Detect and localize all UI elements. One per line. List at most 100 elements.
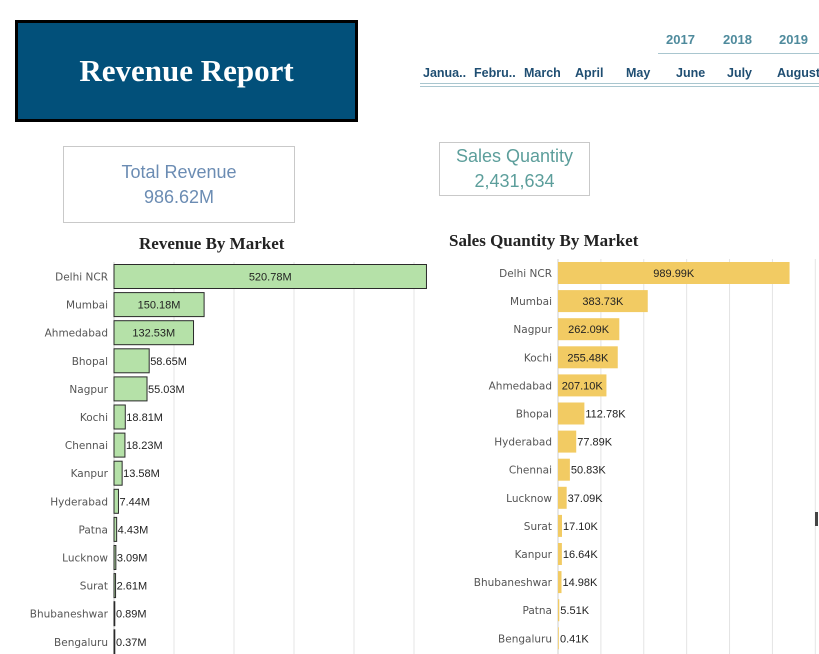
bar-lucknow (113, 545, 117, 570)
value-label-ahmedabad: 132.53M (132, 328, 175, 340)
bar-chennai (113, 432, 126, 458)
date-filter[interactable]: 2017 2018 2019 Janua.. Febru.. March Apr… (420, 28, 819, 90)
report-title: Revenue Report (79, 53, 294, 88)
sales-quantity-label: Sales Quantity (455, 146, 574, 166)
month-february[interactable]: Febru.. (474, 66, 516, 80)
scroll-edge-marker (815, 512, 818, 526)
category-label-bhubaneshwar: Bhubaneshwar (30, 609, 109, 621)
bar-bengaluru (113, 629, 116, 654)
year-2018[interactable]: 2018 (723, 32, 752, 47)
year-filter-row: 2017 2018 2019 (420, 32, 819, 52)
category-label-bengaluru: Bengaluru (498, 633, 552, 645)
month-filter-row: Janua.. Febru.. March April May June Jul… (420, 66, 819, 86)
bar-kochi (558, 346, 618, 369)
category-label-mumbai: Mumbai (66, 300, 108, 312)
bar-surat (558, 514, 562, 537)
value-label-hyderabad: 77.89K (577, 437, 613, 449)
value-label-mumbai: 150.18M (138, 300, 181, 312)
bar-nagpur (113, 376, 148, 402)
bar-bengaluru (558, 627, 559, 650)
value-label-mumbai: 383.73K (582, 296, 624, 308)
filter-divider (420, 83, 819, 84)
category-label-bhopal: Bhopal (516, 409, 552, 421)
bar-bhopal (113, 348, 150, 374)
sales-quantity-card: Sales Quantity 2,431,634 (439, 142, 590, 196)
value-label-bhubaneshwar: 0.89M (116, 609, 147, 621)
value-label-kochi: 18.81M (126, 412, 163, 424)
year-2017[interactable]: 2017 (666, 32, 695, 47)
bar-delhi-ncr (113, 264, 427, 289)
value-label-kochi: 255.48K (567, 352, 609, 364)
bar-ahmedabad (113, 320, 195, 346)
bar-delhi-ncr (558, 262, 790, 284)
value-label-lucknow: 37.09K (568, 493, 604, 505)
value-label-hyderabad: 7.44M (119, 496, 150, 508)
category-label-hyderabad: Hyderabad (494, 437, 552, 449)
category-label-delhi-ncr: Delhi NCR (55, 272, 108, 284)
month-may[interactable]: May (626, 66, 651, 80)
revenue-by-market-chart: Delhi NCR 520.78M Mumbai 150.18M Ahmedabad 13… (30, 262, 427, 654)
value-label-delhi-ncr: 520.78M (249, 272, 292, 284)
value-label-surat: 17.10K (563, 521, 599, 533)
total-revenue-label: Total Revenue (121, 161, 237, 182)
bar-kochi (113, 404, 126, 430)
filter-divider (420, 86, 819, 87)
bar-nagpur (558, 318, 620, 341)
category-label-surat: Surat (80, 581, 108, 593)
bar-bhubaneshwar (113, 601, 116, 627)
category-label-kochi: Kochi (80, 412, 108, 424)
sales-quantity-value: 2,431,634 (474, 171, 555, 191)
value-label-bengaluru: 0.41K (560, 633, 589, 645)
report-title-banner: Revenue Report (15, 20, 358, 122)
month-june[interactable]: June (676, 66, 706, 80)
value-label-kanpur: 13.58M (123, 468, 160, 480)
value-label-ahmedabad: 207.10K (562, 380, 604, 392)
value-label-bhubaneshwar: 14.98K (563, 577, 599, 589)
category-label-nagpur: Nagpur (513, 324, 552, 336)
bar-kanpur (113, 460, 123, 486)
value-label-kanpur: 16.64K (563, 549, 599, 561)
category-label-mumbai: Mumbai (510, 296, 552, 308)
category-label-lucknow: Lucknow (62, 553, 108, 565)
bar-hyderabad (113, 488, 119, 514)
quantity-chart-title: Sales Quantity By Market (449, 231, 639, 250)
value-label-bhopal: 58.65M (150, 356, 187, 368)
category-label-ahmedabad: Ahmedabad (489, 380, 552, 392)
bar-patna (558, 599, 560, 622)
value-label-nagpur: 55.03M (148, 384, 185, 396)
month-april[interactable]: April (575, 66, 604, 80)
value-label-chennai: 18.23M (126, 440, 163, 452)
category-label-bhopal: Bhopal (72, 356, 108, 368)
bar-bhubaneshwar (558, 571, 562, 594)
category-label-ahmedabad: Ahmedabad (45, 328, 108, 340)
category-label-chennai: Chennai (509, 465, 552, 477)
value-label-nagpur: 262.09K (568, 324, 610, 336)
category-label-surat: Surat (524, 521, 552, 533)
year-2019[interactable]: 2019 (779, 32, 808, 47)
total-revenue-card: Total Revenue 986.62M (63, 146, 295, 223)
bar-chennai (558, 458, 570, 481)
bar-surat (113, 573, 117, 599)
category-label-chennai: Chennai (65, 440, 108, 452)
value-label-bhopal: 112.78K (585, 409, 626, 421)
category-label-kanpur: Kanpur (71, 468, 109, 480)
category-label-patna: Patna (78, 524, 108, 536)
value-label-lucknow: 3.09M (117, 553, 148, 565)
month-march[interactable]: March (524, 66, 561, 80)
value-label-surat: 2.61M (117, 581, 148, 593)
category-label-hyderabad: Hyderabad (50, 496, 108, 508)
value-label-patna: 4.43M (118, 524, 149, 536)
month-august[interactable]: August (777, 66, 819, 80)
category-label-nagpur: Nagpur (69, 384, 108, 396)
category-label-patna: Patna (522, 605, 552, 617)
month-january[interactable]: Janua.. (423, 66, 467, 80)
category-label-kanpur: Kanpur (515, 549, 553, 561)
bar-mumbai (113, 292, 205, 318)
category-label-lucknow: Lucknow (506, 493, 552, 505)
month-july[interactable]: July (727, 66, 753, 80)
category-label-bhubaneshwar: Bhubaneshwar (474, 577, 553, 589)
year-divider (658, 53, 819, 54)
value-label-patna: 5.51K (560, 605, 589, 617)
bar-bhopal (558, 402, 585, 425)
value-label-chennai: 50.83K (571, 465, 607, 477)
